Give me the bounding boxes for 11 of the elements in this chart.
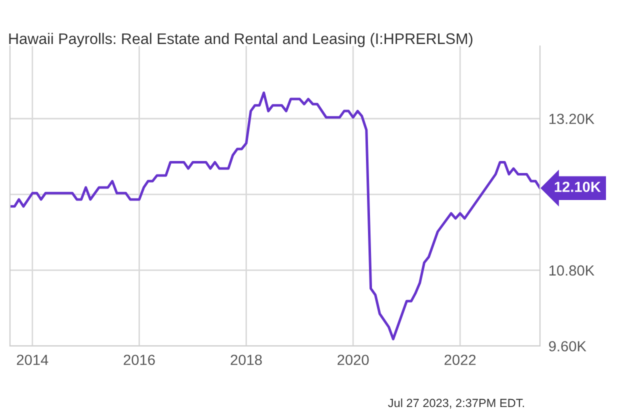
annotation: 12.10K [554, 182, 601, 192]
y-tick-label: 13.20K [549, 114, 594, 124]
x-tick-label: 2022 [444, 354, 476, 366]
x-tick-label: 2016 [124, 354, 155, 366]
y-tick-label: 9.60K [549, 341, 586, 352]
x-tick-label: 2020 [338, 354, 369, 366]
y-tick-label: 10.80K [549, 265, 594, 276]
x-tick-label: 2014 [16, 354, 48, 366]
chart-title: Hawaii Payrolls: Real Estate and Rental and Leasing (I:HPRERLSM) [9, 32, 472, 48]
x-tick-label: 2018 [230, 354, 262, 366]
text: Jul 27 2023, 2:37PM EDT. [388, 398, 524, 409]
